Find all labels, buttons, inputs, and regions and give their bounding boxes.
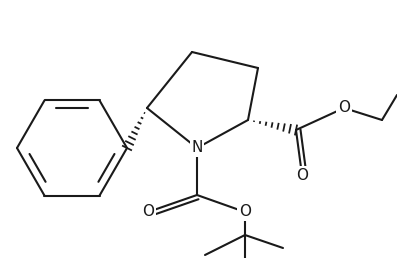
Text: O: O: [338, 101, 350, 116]
Text: O: O: [296, 167, 308, 182]
Text: O: O: [239, 205, 251, 220]
Text: O: O: [142, 205, 154, 220]
Text: N: N: [191, 141, 203, 156]
